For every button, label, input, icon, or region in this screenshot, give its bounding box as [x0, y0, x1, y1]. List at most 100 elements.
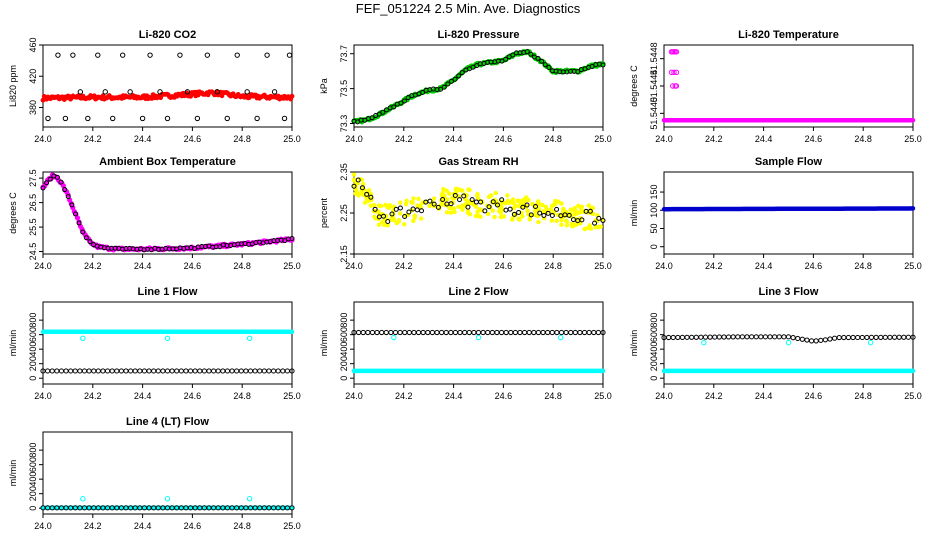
data-point	[146, 368, 152, 374]
data-point	[762, 334, 769, 340]
data-point	[431, 196, 437, 201]
x-tick-label: 24.4	[755, 261, 773, 271]
data-point	[402, 98, 408, 104]
data-point	[887, 334, 893, 340]
data-point	[524, 196, 529, 201]
data-point	[836, 334, 842, 341]
data-point	[114, 368, 120, 374]
data-point	[475, 209, 480, 214]
y-axis-label: ml/min	[8, 460, 18, 487]
data-point	[576, 203, 581, 209]
data-point	[47, 176, 53, 182]
series-line	[661, 206, 916, 212]
data-point	[369, 329, 376, 336]
data-point	[489, 329, 495, 336]
data-point	[475, 213, 480, 218]
data-point	[532, 203, 538, 209]
data-point	[359, 188, 364, 193]
data-point	[542, 62, 548, 68]
y-tick-label: 51.5444	[649, 70, 659, 103]
data-point	[577, 329, 583, 336]
y-tick-label: 200	[649, 356, 659, 371]
data-point	[528, 51, 534, 57]
data-point	[498, 329, 505, 336]
x-tick-label: 24.6	[184, 261, 202, 271]
x-tick-label: 24.2	[84, 261, 102, 271]
plot-frame	[663, 44, 914, 128]
data-point	[444, 210, 450, 215]
y-tick-label: 200	[339, 356, 349, 371]
data-point	[578, 206, 584, 211]
data-point	[799, 336, 805, 342]
x-tick-label: 24.0	[345, 134, 363, 144]
data-point	[670, 83, 676, 89]
data-point	[545, 210, 551, 216]
data-point	[549, 212, 555, 218]
data-point	[480, 329, 486, 336]
data-point	[270, 368, 277, 374]
data-point	[868, 334, 875, 340]
data-point	[600, 217, 606, 223]
y-tick-label: 0	[339, 376, 349, 381]
x-tick-label: 24.6	[805, 391, 823, 401]
data-point	[790, 335, 796, 341]
plot-frame	[663, 171, 914, 255]
data-point	[402, 329, 408, 336]
data-point	[579, 217, 585, 223]
data-point	[466, 187, 471, 192]
data-point	[49, 368, 55, 374]
x-tick-label: 25.0	[594, 134, 612, 144]
x-tick-label: 24.8	[854, 391, 872, 401]
x-tick-label: 24.2	[395, 134, 413, 144]
data-point	[808, 338, 815, 344]
data-point	[513, 203, 518, 208]
data-point	[465, 209, 471, 214]
data-point	[220, 368, 226, 374]
plot-frame	[353, 44, 604, 128]
y-tick-label: 600	[649, 327, 659, 342]
data-point	[109, 368, 115, 374]
data-point	[878, 334, 884, 340]
y-tick-label: 400	[649, 342, 659, 357]
data-point	[257, 368, 263, 374]
data-point	[100, 368, 106, 374]
data-point	[439, 329, 445, 336]
data-point	[155, 368, 161, 374]
y-axis-label: ml/min	[629, 200, 639, 227]
y-tick-label: 73.5	[339, 80, 349, 98]
data-point	[411, 329, 417, 336]
data-point	[440, 201, 445, 206]
data-point	[247, 368, 254, 374]
data-point	[151, 368, 157, 374]
data-point	[54, 368, 60, 374]
data-point	[494, 202, 500, 208]
data-point	[441, 84, 447, 90]
data-point	[372, 206, 378, 212]
data-point	[473, 199, 479, 205]
data-point	[164, 335, 171, 341]
data-point	[725, 334, 732, 340]
y-tick-label: 73.7	[339, 45, 349, 63]
series-dotline	[661, 334, 916, 344]
data-point	[473, 204, 479, 209]
data-point	[558, 329, 565, 336]
data-point	[54, 174, 60, 180]
data-point	[517, 217, 522, 222]
data-point	[410, 200, 415, 205]
data-point	[827, 336, 833, 342]
y-axis-label: Li820 ppm	[8, 65, 18, 107]
data-point	[147, 52, 153, 58]
y-tick-label: 0	[649, 244, 659, 249]
x-tick-label: 25.0	[283, 261, 301, 271]
y-tick-label: 0	[28, 506, 38, 511]
data-point	[554, 329, 560, 336]
x-tick-label: 24.0	[34, 391, 52, 401]
data-point	[475, 334, 482, 341]
data-point	[850, 334, 856, 341]
data-point	[55, 52, 61, 58]
data-point	[520, 214, 525, 219]
data-point	[730, 334, 736, 340]
data-point	[596, 215, 602, 221]
data-point	[160, 368, 166, 374]
x-tick-label: 24.4	[445, 261, 463, 271]
